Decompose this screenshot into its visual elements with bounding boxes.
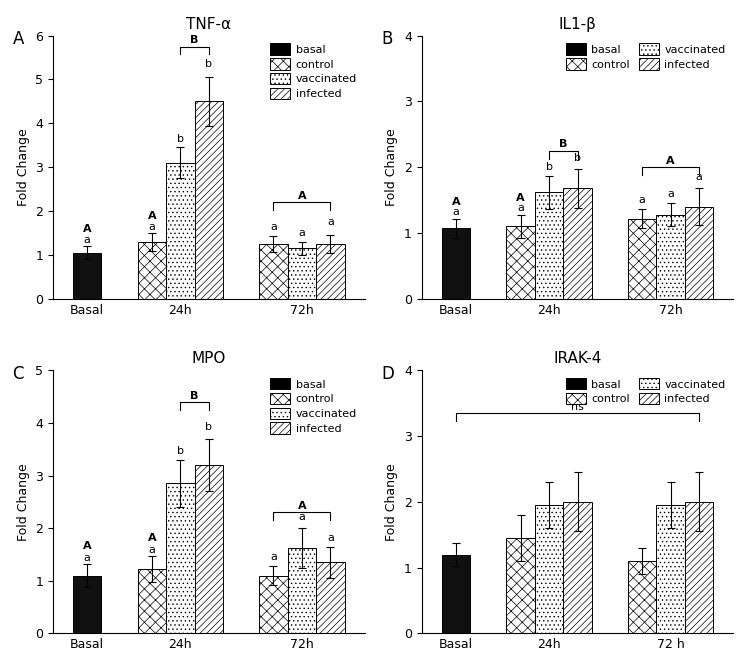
Text: A: A bbox=[298, 191, 306, 201]
Bar bbox=[535, 192, 563, 299]
Text: a: a bbox=[270, 552, 277, 562]
Text: a: a bbox=[270, 222, 277, 232]
Text: a: a bbox=[84, 552, 91, 562]
Text: A: A bbox=[298, 501, 306, 511]
Bar bbox=[628, 561, 656, 633]
Bar bbox=[316, 562, 345, 633]
Text: a: a bbox=[84, 235, 91, 245]
Legend: basal, control, vaccinated, infected: basal, control, vaccinated, infected bbox=[268, 376, 359, 436]
Title: IL1-β: IL1-β bbox=[559, 17, 596, 31]
Text: b: b bbox=[177, 446, 184, 456]
Y-axis label: Fold Change: Fold Change bbox=[16, 128, 30, 206]
Y-axis label: Fold Change: Fold Change bbox=[386, 463, 398, 541]
Text: a: a bbox=[298, 228, 305, 238]
Bar bbox=[316, 244, 345, 299]
Bar bbox=[260, 244, 288, 299]
Text: b: b bbox=[574, 153, 581, 163]
Text: a: a bbox=[148, 222, 155, 232]
Text: D: D bbox=[381, 365, 394, 383]
Bar bbox=[288, 248, 316, 299]
Text: A: A bbox=[452, 196, 460, 206]
Text: B: B bbox=[381, 30, 392, 48]
Text: B: B bbox=[190, 35, 199, 45]
Bar bbox=[166, 484, 194, 633]
Bar bbox=[685, 206, 713, 299]
Text: a: a bbox=[639, 194, 646, 204]
Bar bbox=[166, 163, 194, 299]
Bar bbox=[535, 505, 563, 633]
Text: ns: ns bbox=[571, 401, 584, 411]
Text: a: a bbox=[148, 545, 155, 555]
Text: A: A bbox=[516, 193, 525, 202]
Bar bbox=[563, 502, 592, 633]
Legend: basal, control, vaccinated, infected: basal, control, vaccinated, infected bbox=[563, 41, 728, 72]
Legend: basal, control, vaccinated, infected: basal, control, vaccinated, infected bbox=[268, 41, 359, 102]
Text: B: B bbox=[190, 391, 199, 401]
Legend: basal, control, vaccinated, infected: basal, control, vaccinated, infected bbox=[563, 376, 728, 407]
Text: A: A bbox=[667, 156, 675, 166]
Bar bbox=[628, 218, 656, 299]
Bar bbox=[656, 505, 685, 633]
Bar bbox=[288, 548, 316, 633]
Text: b: b bbox=[206, 59, 212, 69]
Bar bbox=[442, 554, 470, 633]
Text: C: C bbox=[13, 365, 24, 383]
Text: A: A bbox=[82, 224, 92, 234]
Text: A: A bbox=[148, 533, 156, 543]
Bar bbox=[73, 253, 101, 299]
Title: MPO: MPO bbox=[191, 351, 226, 366]
Text: b: b bbox=[177, 134, 184, 144]
Bar bbox=[563, 188, 592, 299]
Bar bbox=[73, 576, 101, 633]
Bar bbox=[137, 242, 166, 299]
Bar bbox=[506, 226, 535, 299]
Text: A: A bbox=[82, 541, 92, 551]
Text: a: a bbox=[298, 512, 305, 522]
Text: b: b bbox=[545, 162, 553, 172]
Text: A: A bbox=[13, 30, 24, 48]
Y-axis label: Fold Change: Fold Change bbox=[386, 128, 398, 206]
Text: B: B bbox=[559, 140, 568, 150]
Y-axis label: Fold Change: Fold Change bbox=[16, 463, 30, 541]
Bar bbox=[656, 214, 685, 299]
Bar bbox=[442, 228, 470, 299]
Title: TNF-α: TNF-α bbox=[186, 17, 231, 31]
Bar bbox=[194, 102, 223, 299]
Text: a: a bbox=[452, 207, 459, 217]
Bar bbox=[194, 465, 223, 633]
Title: IRAK-4: IRAK-4 bbox=[554, 351, 602, 366]
Bar bbox=[260, 576, 288, 633]
Bar bbox=[137, 569, 166, 633]
Bar bbox=[685, 502, 713, 633]
Text: a: a bbox=[668, 189, 674, 199]
Text: a: a bbox=[518, 203, 524, 213]
Text: a: a bbox=[327, 217, 334, 227]
Text: a: a bbox=[327, 532, 334, 542]
Text: A: A bbox=[148, 211, 156, 221]
Text: b: b bbox=[206, 422, 212, 432]
Bar bbox=[506, 538, 535, 633]
Text: a: a bbox=[696, 172, 703, 182]
